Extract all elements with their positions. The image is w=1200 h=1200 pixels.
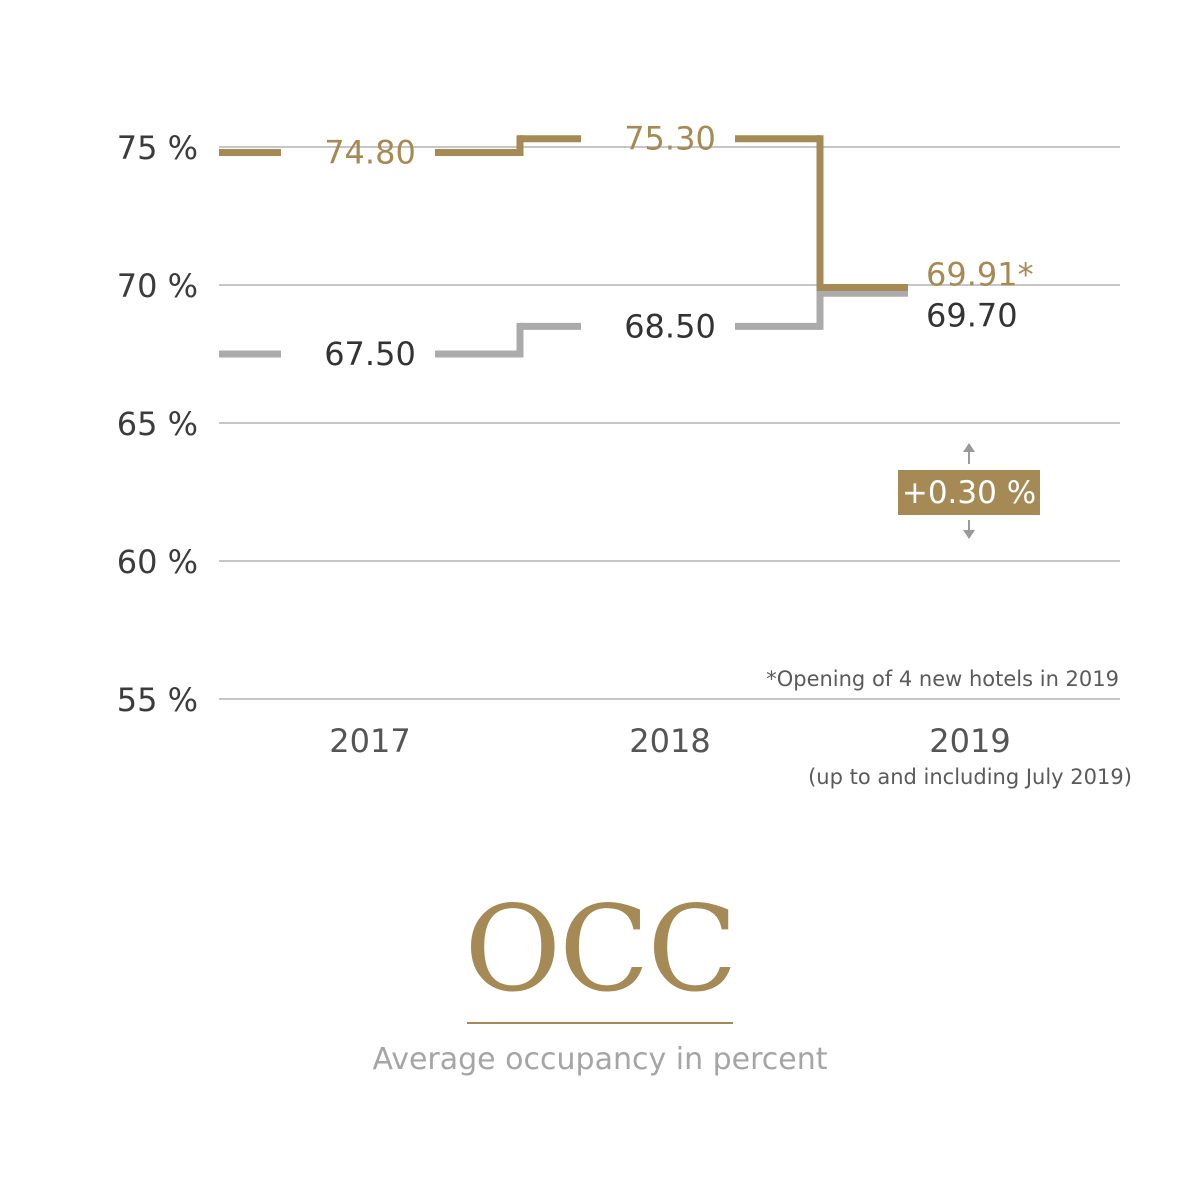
x-tick-label-2017: 2017 [329, 722, 410, 760]
x-tick-label-2019: 2019 [929, 722, 1010, 760]
y-tick-label-60: 60 % [117, 543, 198, 581]
change-badge-group: +0.30 % [898, 443, 1040, 539]
chart-title: OCC [464, 880, 737, 1018]
title-divider [467, 1022, 733, 1024]
x-tick-label-2018: 2018 [629, 722, 710, 760]
y-tick-label-55: 55 % [117, 681, 198, 719]
y-tick-label-75: 75 % [117, 129, 198, 167]
series-layer [219, 135, 908, 358]
data-label-gold-2019: 69.91* [926, 255, 1034, 293]
series-grey [219, 289, 908, 358]
footnote: *Opening of 4 new hotels in 2019 [766, 667, 1119, 691]
grid-layer: 75 % 70 % 65 % 60 % 55 % 2017 2018 2019 (up to a… [117, 129, 1132, 789]
label-layer: 67.50 68.50 69.70 74.80 75.30 69.91* [324, 120, 1033, 373]
arrow-up-icon [963, 443, 975, 452]
x-tick-note-2019: (up to and including July 2019) [808, 765, 1132, 789]
data-label-gold-2017: 74.80 [324, 134, 416, 172]
title-block: OCC Average occupancy in percent [0, 890, 1200, 1077]
change-badge [898, 470, 1040, 515]
occupancy-chart: 75 % 70 % 65 % 60 % 55 % 2017 2018 2019 (up to a… [117, 120, 1132, 789]
data-label-gold-2018: 75.30 [624, 120, 716, 158]
y-tick-label-70: 70 % [117, 267, 198, 305]
change-badge-label: +0.30 % [902, 475, 1036, 511]
data-label-grey-2019: 69.70 [926, 296, 1018, 334]
arrow-down-icon [963, 530, 975, 539]
data-label-grey-2017: 67.50 [324, 335, 416, 373]
chart-subtitle: Average occupancy in percent [372, 1042, 828, 1077]
series-gold [219, 135, 908, 291]
y-tick-label-65: 65 % [117, 405, 198, 443]
data-label-grey-2018: 68.50 [624, 307, 716, 345]
